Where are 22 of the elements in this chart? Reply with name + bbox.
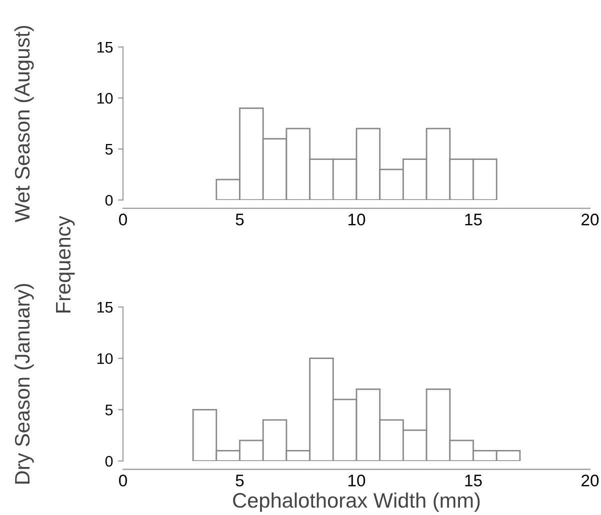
y-axis-title: Wet Season (August) [14, 26, 34, 222]
x-tick-label: 5 [236, 214, 244, 226]
y-axis-title: Dry Season (January) [14, 284, 34, 484]
x-tick-label: 20 [582, 214, 599, 226]
x-tick-label: 0 [119, 214, 127, 226]
x-tick-label: 10 [348, 214, 366, 226]
text: Frequency [56, 216, 75, 312]
y-tick-label: 15 [97, 42, 113, 53]
y-tick-label: 10 [97, 353, 113, 364]
x-tick-label: 0 [119, 474, 127, 486]
x-tick-label: 10 [348, 474, 366, 486]
y-tick-label: 10 [97, 92, 113, 104]
y-tick-label: 15 [97, 302, 113, 313]
y-tick-label: 0 [105, 194, 113, 206]
y-tick-label: 0 [105, 456, 113, 467]
x-tick-label: 15 [465, 214, 482, 226]
x-tick-label: 5 [236, 474, 244, 486]
y-tick-label: 5 [105, 404, 113, 416]
x-axis-title: Cephalothorax Width (mm) [233, 492, 480, 512]
x-tick-label: 20 [582, 474, 599, 486]
y-tick-label: 5 [105, 144, 113, 155]
x-tick-label: 15 [465, 474, 482, 486]
